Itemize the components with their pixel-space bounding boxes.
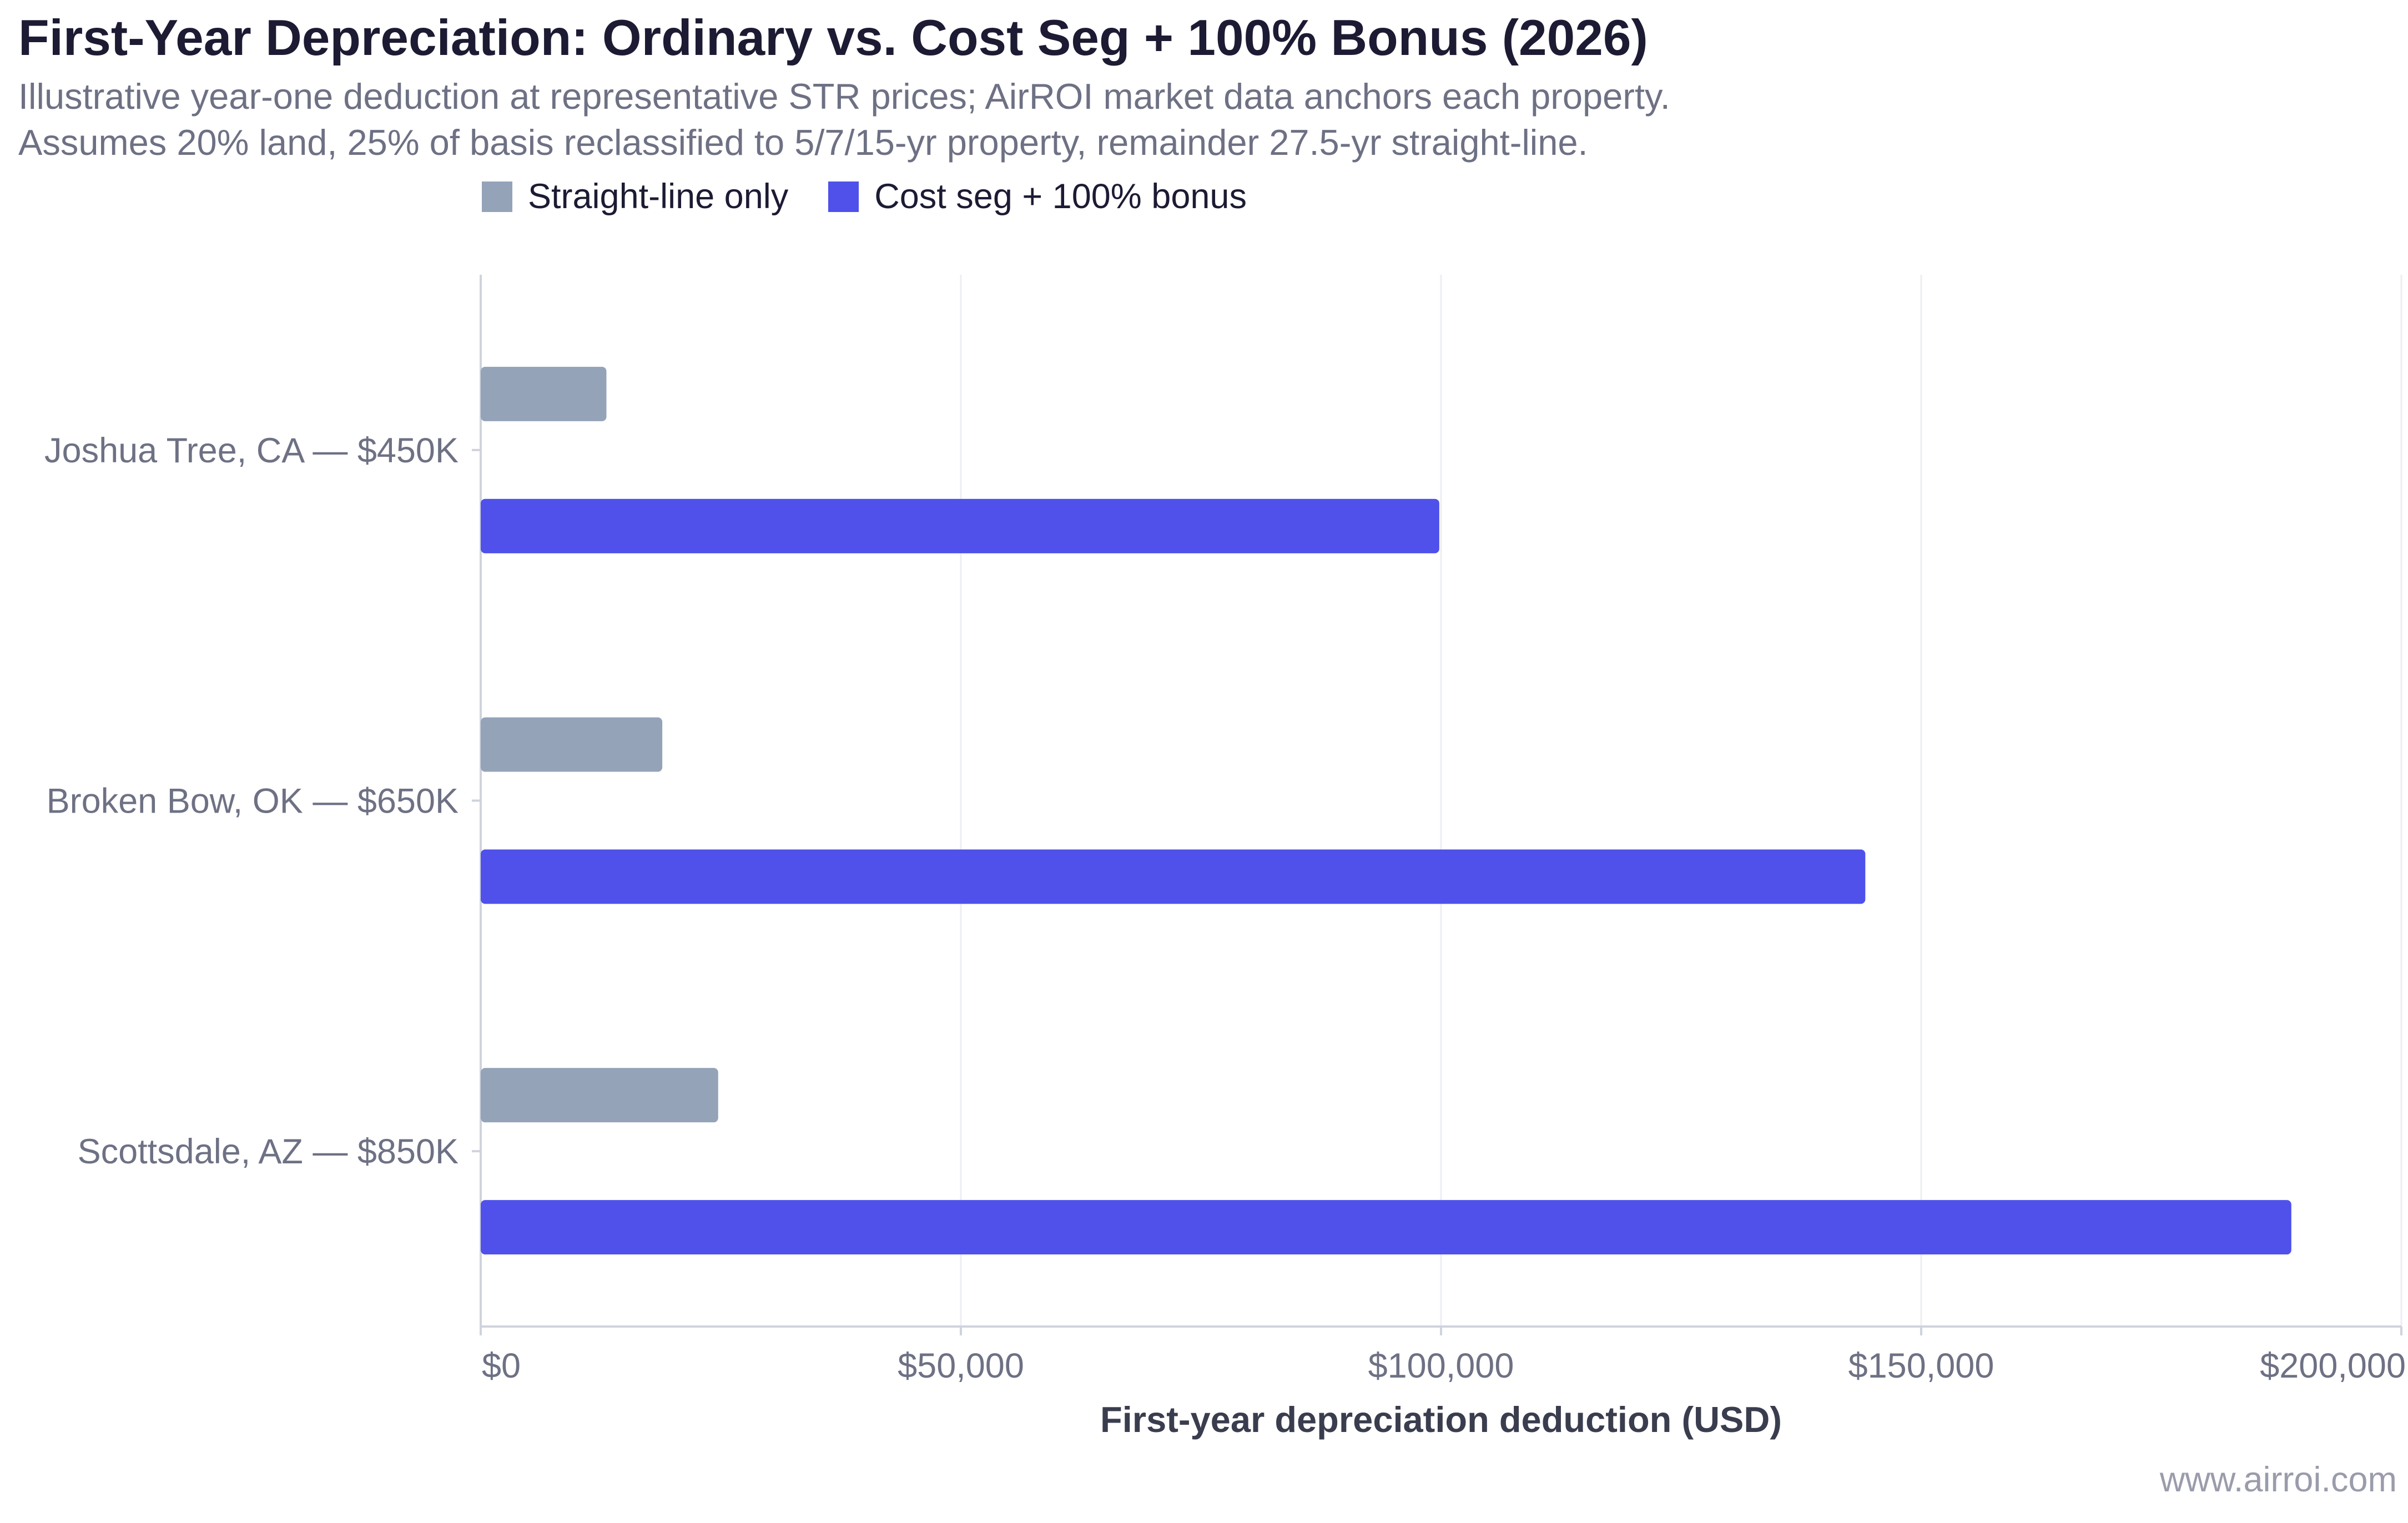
- x-tick-label: $50,000: [898, 1347, 1024, 1385]
- legend-item-cost-seg[interactable]: Cost seg + 100% bonus: [828, 176, 1247, 216]
- x-tick-label: $150,000: [1848, 1347, 1994, 1385]
- x-tick-label: $0: [482, 1347, 521, 1385]
- legend-swatch-cost-seg: [828, 181, 859, 212]
- watermark: www.airroi.com: [2159, 1460, 2397, 1499]
- bar-straight-line: [481, 717, 663, 772]
- legend-item-straight-line[interactable]: Straight-line only: [482, 176, 788, 216]
- legend-label-cost-seg: Cost seg + 100% bonus: [874, 177, 1247, 216]
- category-label: Scottsdale, AZ — $850K: [78, 1132, 459, 1171]
- chart-subtitle-line-1: Illustrative year-one deduction at repre…: [18, 76, 1670, 117]
- chart-legend: Straight-line only Cost seg + 100% bonus: [482, 176, 1287, 216]
- bar-straight-line: [481, 1068, 718, 1123]
- x-tick-label: $100,000: [1368, 1347, 1514, 1385]
- x-axis-title: First-year depreciation deduction (USD): [1100, 1399, 1782, 1440]
- bar-straight-line: [481, 366, 607, 421]
- chart-subtitle-line-2: Assumes 20% land, 25% of basis reclassif…: [18, 122, 1588, 163]
- x-tick-label: $200,000: [2260, 1347, 2406, 1385]
- legend-label-straight-line: Straight-line only: [528, 177, 789, 216]
- bar-cost-seg: [481, 1200, 2291, 1255]
- category-label: Broken Bow, OK — $650K: [47, 782, 459, 821]
- bar-cost-seg: [481, 498, 1439, 553]
- chart-title: First-Year Depreciation: Ordinary vs. Co…: [18, 10, 1648, 66]
- bar-cost-seg: [481, 849, 1866, 904]
- category-label: Joshua Tree, CA — $450K: [44, 431, 459, 470]
- legend-swatch-straight-line: [482, 181, 512, 212]
